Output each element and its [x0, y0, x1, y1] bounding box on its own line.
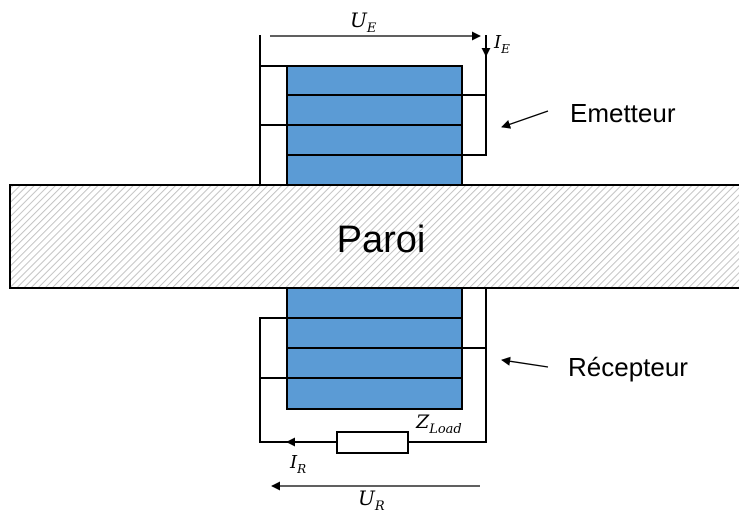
receiver-layer-4 [286, 377, 463, 410]
receiver-wiring [259, 287, 487, 454]
receiver-layer-3 [286, 347, 463, 379]
load-label: ZLoad [415, 411, 462, 437]
emitter-layer-1 [286, 65, 463, 96]
emitter-label: Emetteur [570, 98, 676, 128]
emitter-layer-3 [286, 124, 463, 156]
receiver-stack [286, 287, 463, 410]
emitter-pointer-arrow [501, 110, 549, 129]
wall [9, 184, 739, 289]
receiver-pointer-arrow [501, 356, 549, 368]
emitter-stack [286, 65, 463, 186]
wall-label: Paroi [337, 219, 426, 261]
emitter-voltage-label: UE [350, 8, 377, 36]
emitter-layer-2 [286, 94, 463, 126]
emitter-layer-4 [286, 154, 463, 186]
receiver-voltage-label: UR [358, 486, 385, 514]
emitter-wiring [259, 35, 487, 186]
receiver-current-label: IR [289, 452, 306, 476]
load-resistor [336, 431, 409, 454]
emitter-current-label: IE [493, 32, 510, 56]
receiver-layer-2 [286, 317, 463, 349]
receiver-layer-1 [286, 287, 463, 319]
receiver-label: Récepteur [568, 352, 688, 382]
